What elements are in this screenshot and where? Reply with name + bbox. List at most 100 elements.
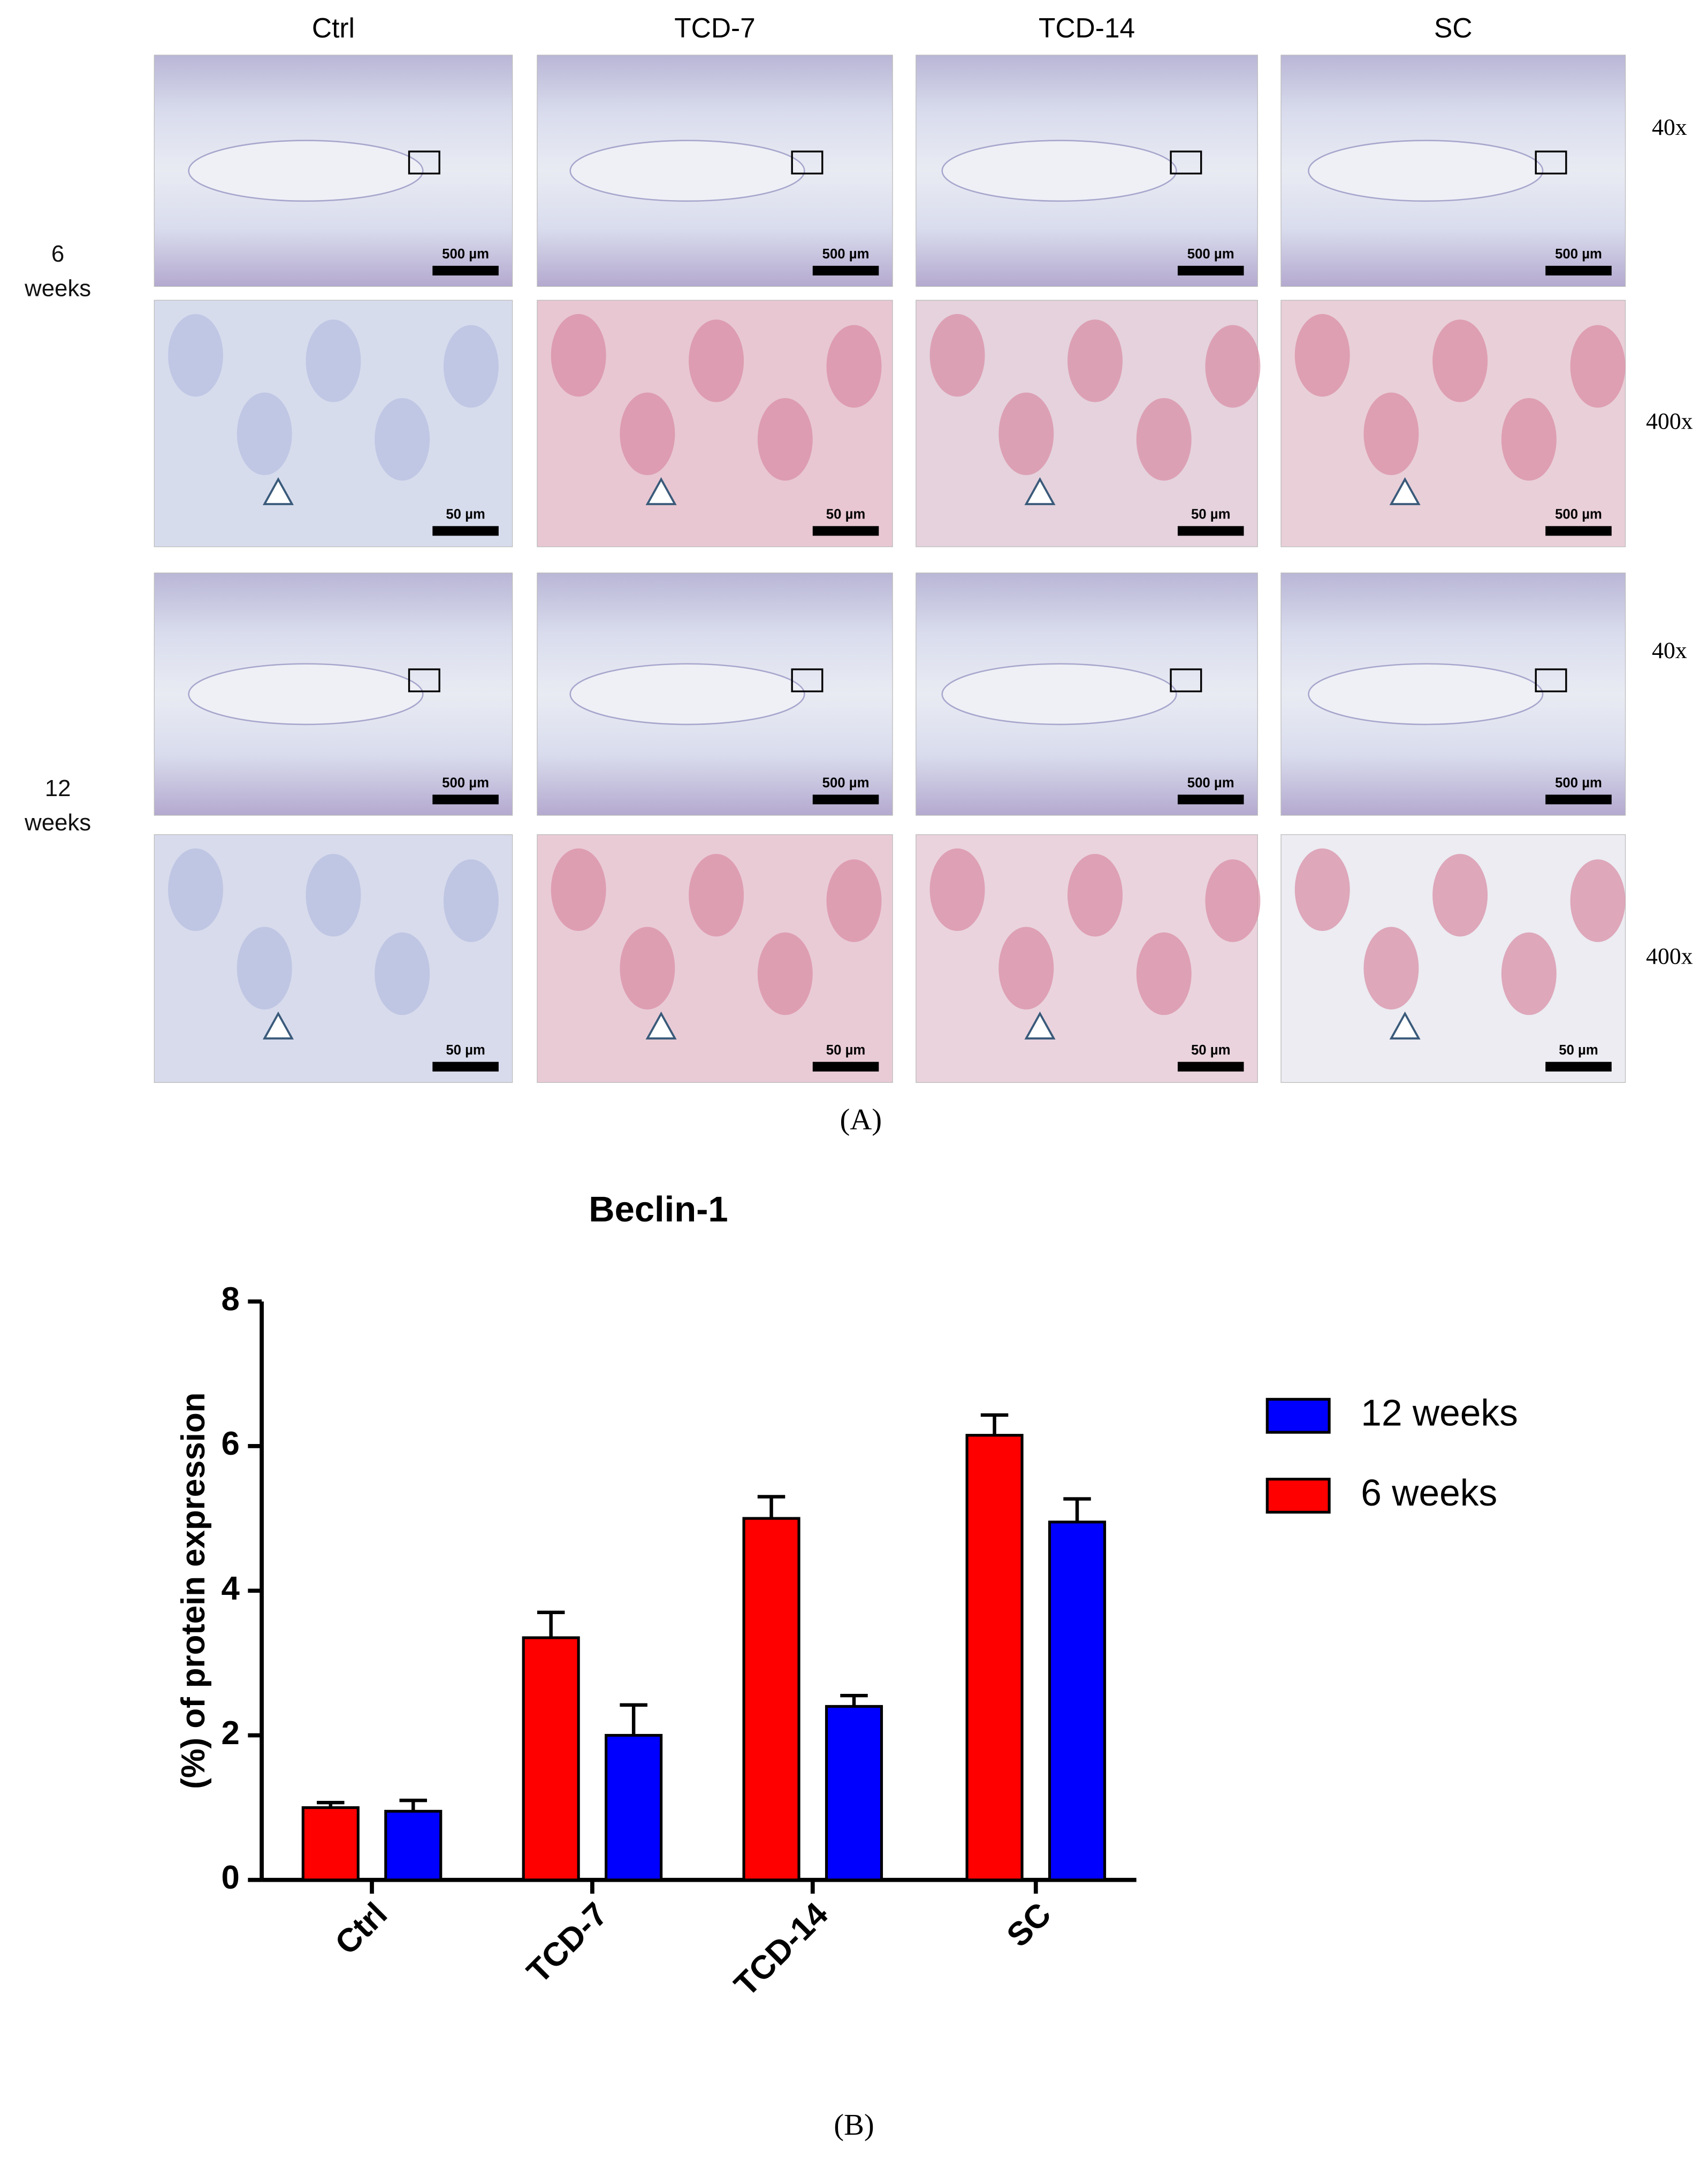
scale-bar-label: 500 µm [442, 247, 489, 262]
tissue [941, 140, 1177, 202]
arrowhead [1024, 477, 1056, 506]
chart-title: Beclin-1 [589, 1189, 728, 1229]
arrowhead [645, 1011, 677, 1040]
cell-cluster [1294, 848, 1350, 931]
tissue [569, 663, 805, 725]
cell-cluster [1432, 319, 1488, 402]
cell-cluster [1136, 398, 1192, 481]
cell-cluster [1570, 859, 1626, 942]
y-tick-label: 0 [222, 1859, 240, 1896]
cell-cluster [306, 319, 361, 402]
arrowhead [1024, 1011, 1056, 1040]
cell-cluster [1363, 927, 1419, 1010]
tissue [188, 140, 424, 202]
x-tick-label: SC [1000, 1896, 1058, 1954]
y-tick-label: 6 [222, 1425, 240, 1462]
legend-label: 12 weeks [1361, 1392, 1518, 1434]
scale-bar-label: 50 µm [446, 1043, 485, 1058]
scale-bar-label: 500 µm [442, 776, 489, 791]
scale-bar-label: 500 µm [822, 247, 870, 262]
scale-bar-label: 50 µm [446, 507, 485, 522]
scale-bar-label: 500 µm [822, 776, 870, 791]
tissue [1308, 140, 1544, 202]
cell-cluster [1136, 932, 1192, 1015]
cell-cluster [689, 854, 744, 937]
row-label: 12 weeks [25, 775, 92, 836]
scale-bar-label: 50 µm [1191, 507, 1230, 522]
arrowhead [645, 477, 677, 506]
arrowhead [262, 1011, 294, 1040]
bar [522, 1636, 580, 1882]
roi-box [1170, 150, 1202, 175]
scale-bar-label: 500 µm [1187, 247, 1234, 262]
bar [605, 1733, 663, 1882]
y-tick-label: 2 [222, 1715, 240, 1752]
tissue [188, 663, 424, 725]
tissue [569, 140, 805, 202]
cell-cluster [757, 932, 813, 1015]
scale-bar-label: 50 µm [826, 507, 865, 522]
magnification-label: 400x [1646, 409, 1693, 434]
scale-bar [432, 794, 499, 805]
bar [742, 1517, 800, 1882]
roi-box [791, 668, 824, 692]
y-tick-label: 4 [222, 1570, 240, 1607]
roi-box [408, 150, 440, 175]
y-tick-label: 8 [222, 1281, 240, 1318]
scale-bar-label: 50 µm [826, 1043, 865, 1058]
scale-bar-label: 50 µm [1559, 1043, 1598, 1058]
column-label: SC [1434, 12, 1473, 43]
cell-cluster [826, 325, 882, 408]
bar [965, 1434, 1024, 1882]
cell-cluster [1432, 854, 1488, 937]
scale-bar [1545, 1061, 1612, 1072]
cell-cluster [375, 398, 430, 481]
scale-bar [812, 526, 879, 536]
cell-cluster [620, 392, 675, 476]
y-axis-label: (%) of protein expression [175, 1393, 212, 1789]
cell-cluster [1068, 854, 1123, 937]
arrowhead [1389, 477, 1421, 506]
column-label: Ctrl [312, 12, 355, 43]
roi-box [408, 668, 440, 692]
scale-bar [812, 1061, 879, 1072]
scale-bar [812, 265, 879, 276]
cell-cluster [998, 392, 1054, 476]
scale-bar [432, 265, 499, 276]
bar [384, 1809, 443, 1882]
cell-cluster [551, 314, 606, 397]
roi-box [1535, 668, 1567, 692]
scale-bar-label: 500 µm [1555, 776, 1602, 791]
cell-cluster [998, 927, 1054, 1010]
column-label: TCD-7 [674, 12, 756, 43]
scale-bar [1177, 265, 1244, 276]
magnification-label: 40x [1652, 638, 1687, 663]
roi-box [1170, 668, 1202, 692]
magnification-label: 400x [1646, 944, 1693, 969]
cell-cluster [237, 927, 292, 1010]
cell-cluster [1205, 325, 1261, 408]
scale-bar-label: 50 µm [1191, 1043, 1230, 1058]
x-tick-label: TCD-14 [727, 1896, 835, 2004]
x-tick-label: TCD-7 [520, 1896, 615, 1990]
scale-bar [1177, 526, 1244, 536]
cell-cluster [929, 314, 985, 397]
cell-cluster [306, 854, 361, 937]
cell-cluster [443, 859, 499, 942]
cell-cluster [620, 927, 675, 1010]
scale-bar-label: 500 µm [1555, 247, 1602, 262]
tissue [1308, 663, 1544, 725]
cell-cluster [689, 319, 744, 402]
cell-cluster [375, 932, 430, 1015]
cell-cluster [443, 325, 499, 408]
cell-cluster [237, 392, 292, 476]
scale-bar [1177, 794, 1244, 805]
bar [825, 1705, 883, 1882]
cell-cluster [1570, 325, 1626, 408]
roi-box [791, 150, 824, 175]
legend-swatch [1265, 1397, 1331, 1434]
scale-bar [812, 794, 879, 805]
